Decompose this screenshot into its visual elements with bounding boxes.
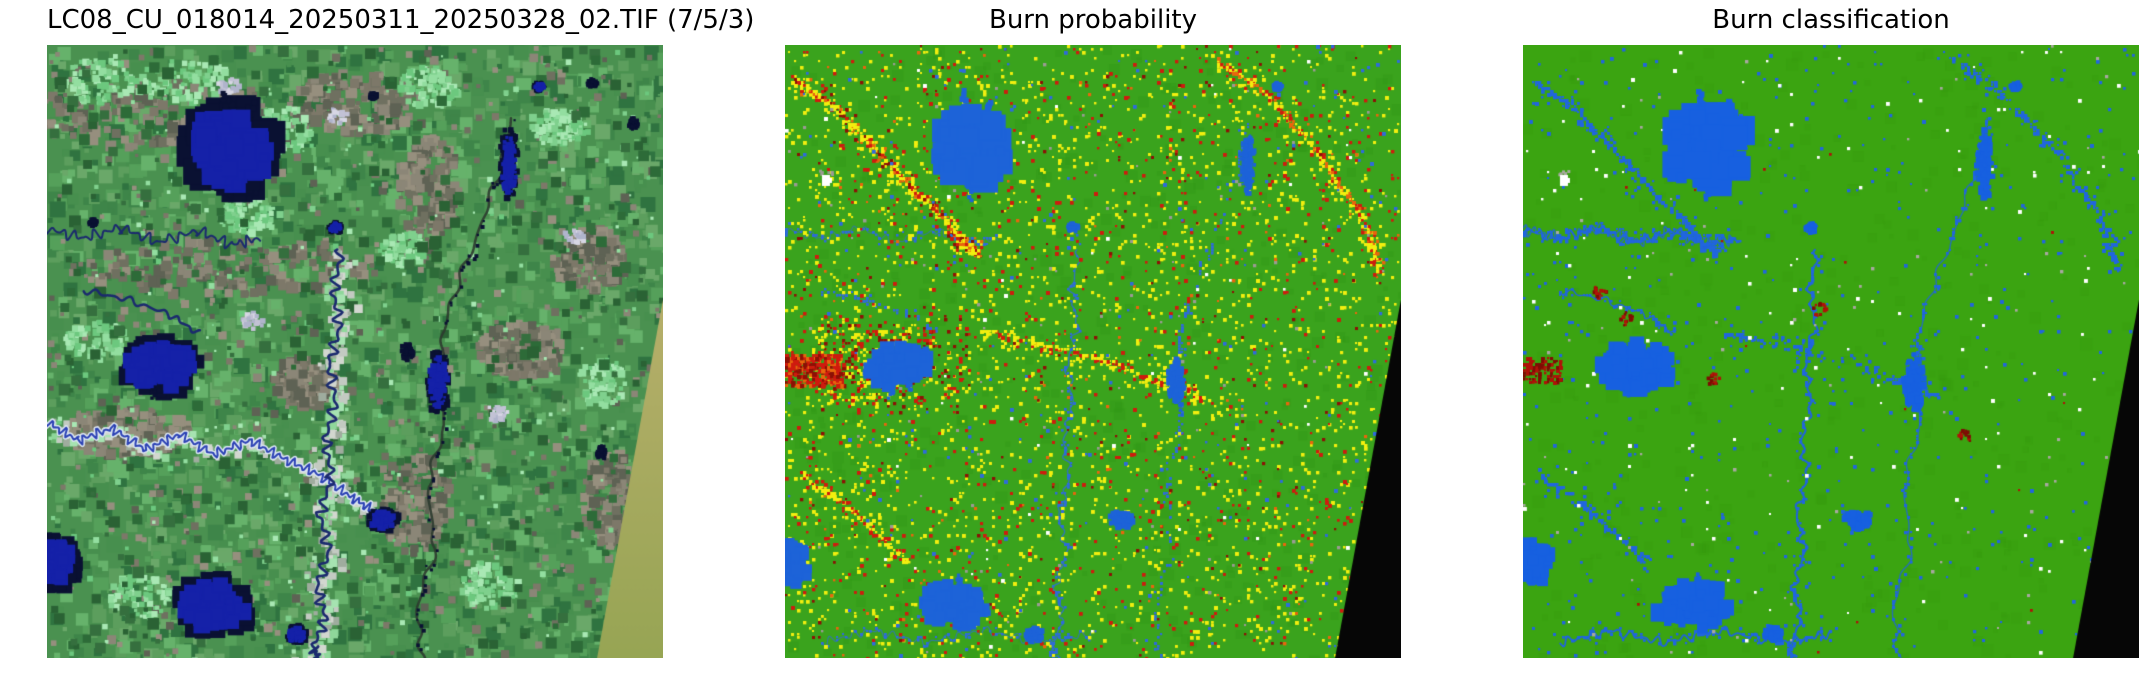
burn-classification-map-panel bbox=[1523, 45, 2139, 658]
burn-classification-title: Burn classification bbox=[1712, 5, 1950, 35]
satellite-image-panel bbox=[47, 45, 663, 658]
burn-probability-title: Burn probability bbox=[988, 5, 1197, 35]
burn-probability-map-panel bbox=[785, 45, 1401, 658]
satellite-panel-title: LC08_CU_018014_20250311_20250328_02.TIF … bbox=[47, 5, 755, 35]
